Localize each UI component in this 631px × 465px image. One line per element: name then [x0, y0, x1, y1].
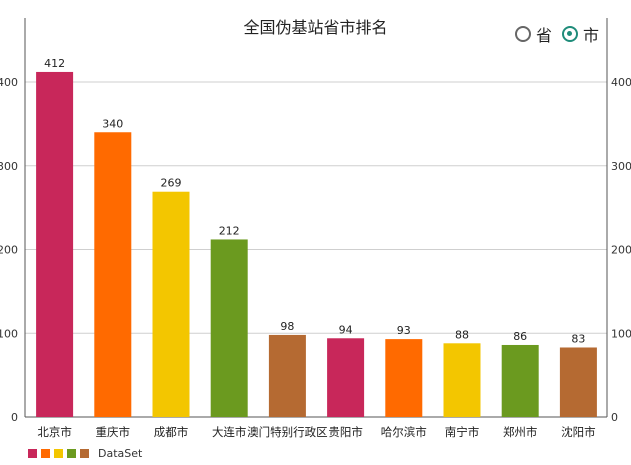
radio-province-icon[interactable] — [515, 26, 531, 42]
x-tick-label: 澳门特别行政区 — [247, 425, 328, 439]
y-tick-label-right: 300 — [611, 160, 631, 173]
y-tick-label-right: 400 — [611, 76, 631, 89]
bar-value-label: 94 — [339, 323, 353, 336]
legend-swatch — [54, 449, 63, 458]
x-tick-label: 南宁市 — [445, 425, 480, 439]
bar-value-label: 86 — [513, 330, 527, 343]
bar — [94, 132, 132, 417]
chart-title: 全国伪基站省市排名 — [243, 18, 388, 37]
bar-value-label: 269 — [161, 177, 182, 190]
bar-value-label: 88 — [455, 328, 469, 341]
legend-swatch — [41, 449, 50, 458]
y-tick-label-left: 200 — [0, 244, 18, 257]
x-tick-label: 贵阳市 — [328, 425, 363, 439]
bar-value-label: 83 — [571, 332, 585, 345]
y-tick-label-left: 0 — [11, 411, 18, 424]
y-tick-label-left: 400 — [0, 76, 18, 89]
y-tick-label-right: 200 — [611, 244, 631, 257]
legend-swatch — [28, 449, 37, 458]
legend-swatch — [80, 449, 89, 458]
bar — [443, 343, 481, 417]
y-tick-label-left: 300 — [0, 160, 18, 173]
legend-label: DataSet — [98, 447, 143, 460]
bar-value-label: 412 — [44, 57, 65, 70]
radio-city-icon[interactable] — [562, 26, 578, 42]
y-tick-label-right: 100 — [611, 327, 631, 340]
bar — [501, 344, 539, 417]
x-tick-label: 重庆市 — [96, 425, 131, 439]
x-tick-label: 哈尔滨市 — [381, 425, 427, 439]
bar-value-label: 340 — [102, 117, 123, 130]
toggle-city-label: 市 — [583, 26, 600, 45]
bar-value-label: 98 — [280, 320, 294, 333]
bar — [210, 239, 248, 417]
chart-legend: DataSet — [28, 447, 142, 460]
toggle-province[interactable]: 省 — [515, 22, 552, 46]
x-tick-label: 大连市 — [212, 425, 247, 439]
bar — [385, 339, 423, 417]
bar — [559, 347, 597, 417]
x-tick-label: 北京市 — [37, 425, 72, 439]
x-tick-label: 郑州市 — [503, 425, 538, 439]
y-tick-label-left: 100 — [0, 327, 18, 340]
bar — [327, 338, 365, 417]
bar — [268, 334, 306, 417]
bar — [36, 71, 74, 417]
bar — [152, 191, 190, 417]
toggle-city[interactable]: 市 — [562, 22, 599, 46]
bar-value-label: 93 — [397, 324, 411, 337]
bar-value-label: 212 — [219, 224, 240, 237]
legend-swatch — [67, 449, 76, 458]
toggle-province-label: 省 — [536, 26, 553, 45]
x-tick-label: 成都市 — [154, 425, 189, 439]
y-tick-label-right: 0 — [611, 411, 618, 424]
x-tick-label: 沈阳市 — [561, 425, 596, 439]
